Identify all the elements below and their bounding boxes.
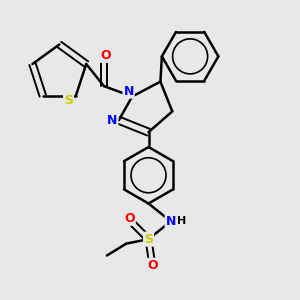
Text: S: S <box>144 233 153 246</box>
Text: N: N <box>166 215 176 228</box>
Text: N: N <box>107 114 117 127</box>
Text: H: H <box>178 216 187 226</box>
Text: N: N <box>123 85 134 98</box>
Text: O: O <box>148 259 158 272</box>
Text: S: S <box>64 94 73 107</box>
Text: O: O <box>100 49 111 62</box>
Text: O: O <box>124 212 135 225</box>
